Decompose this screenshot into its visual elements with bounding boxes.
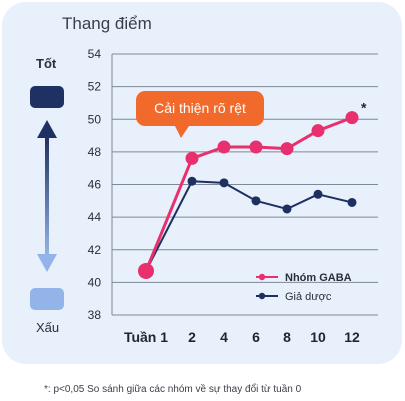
data-point xyxy=(187,176,197,186)
legend-marker xyxy=(258,292,266,300)
y-tick-label: 44 xyxy=(88,210,102,224)
y-tick-label: 38 xyxy=(88,308,102,322)
data-point xyxy=(313,189,323,199)
data-point xyxy=(249,140,263,154)
y-tick-label: 54 xyxy=(88,47,102,61)
footnote: *: p<0,05 So sánh giữa các nhóm về sự th… xyxy=(44,384,302,395)
data-point xyxy=(217,140,231,154)
y-tick-label: 50 xyxy=(88,112,102,126)
y-tick-label: 52 xyxy=(88,80,102,94)
x-tick-label: 6 xyxy=(252,329,260,345)
data-point xyxy=(345,111,359,125)
data-point xyxy=(282,204,292,214)
data-point xyxy=(311,124,325,138)
data-point xyxy=(138,262,154,279)
legend-label: Giả dược xyxy=(285,291,332,303)
bad-label: Xấu xyxy=(36,320,60,335)
good-swatch xyxy=(30,86,64,108)
data-point xyxy=(219,178,229,188)
data-point xyxy=(251,196,261,206)
chart-card xyxy=(2,2,402,364)
y-tick-label: 48 xyxy=(88,145,102,159)
y-tick-label: 40 xyxy=(88,275,102,289)
x-tick-label: 2 xyxy=(188,329,196,345)
good-bad-arrow xyxy=(37,120,57,272)
data-point xyxy=(280,142,294,156)
data-point xyxy=(185,151,199,165)
legend-label: Nhóm GABA xyxy=(285,272,352,284)
x-tick-label: 12 xyxy=(344,329,360,345)
x-tick-label: 10 xyxy=(310,329,326,345)
callout: Cải thiện rõ rệt xyxy=(136,91,264,138)
data-point xyxy=(347,197,357,207)
y-tick-label: 46 xyxy=(88,178,102,192)
chart-title: Thang điểm xyxy=(62,14,152,33)
good-label: Tốt xyxy=(36,56,57,71)
significance-marker: * xyxy=(361,100,367,116)
legend-marker xyxy=(258,273,266,281)
callout-text: Cải thiện rõ rệt xyxy=(154,100,246,116)
y-tick-label: 42 xyxy=(88,243,102,257)
legend: Nhóm GABA Giả dược xyxy=(256,272,352,303)
x-tick-label: 4 xyxy=(220,329,228,345)
x-tick-label: Tuần 1 xyxy=(124,329,168,345)
x-tick-label: 8 xyxy=(283,329,291,345)
bad-swatch xyxy=(30,288,64,310)
